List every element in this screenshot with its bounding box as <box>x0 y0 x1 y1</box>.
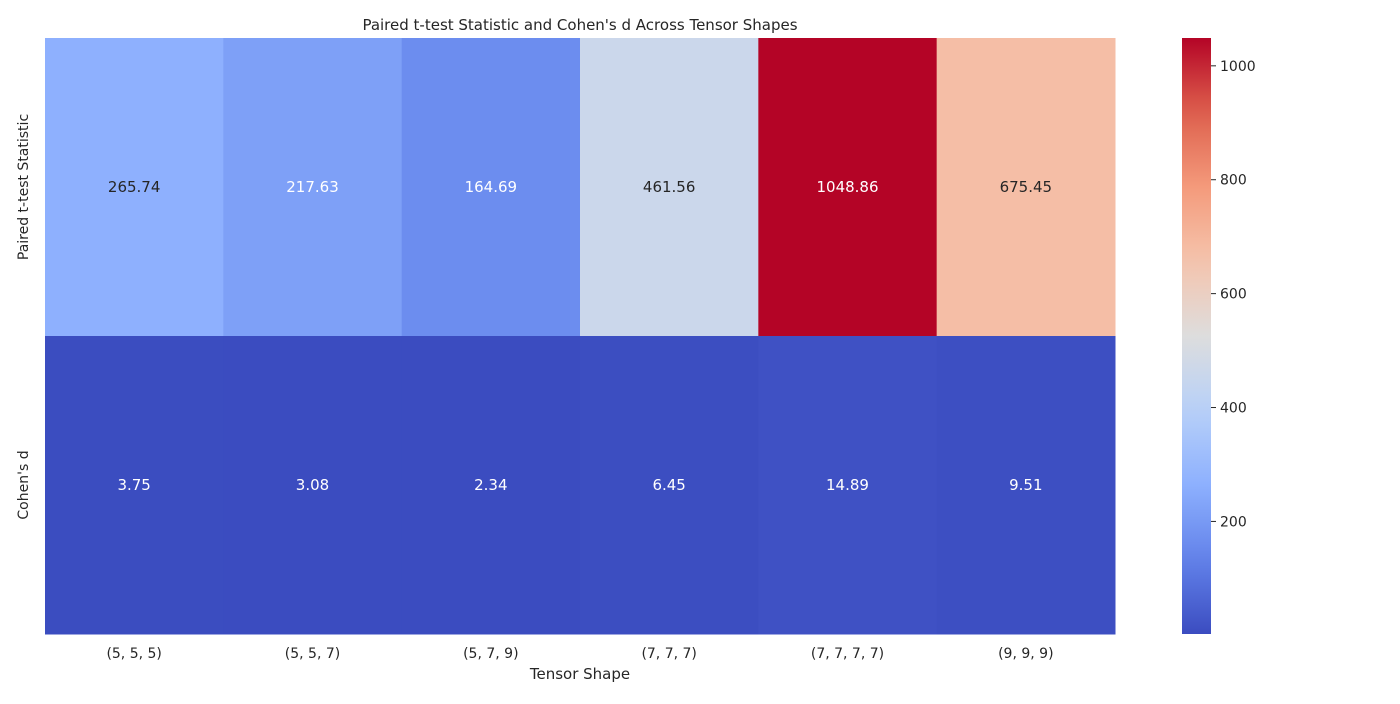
heatmap-cell-label: 164.69 <box>465 178 518 196</box>
heatmap-cell-label: 9.51 <box>1009 476 1042 494</box>
colorbar-tick-label: 400 <box>1220 401 1247 417</box>
heatmap-cell <box>223 336 403 635</box>
heatmap-cell-label: 461.56 <box>643 178 696 196</box>
heatmap-cell <box>45 38 224 337</box>
heatmap-cell-label: 3.75 <box>117 476 150 494</box>
heatmap-cell-label: 265.74 <box>108 178 161 196</box>
heatmap-cell <box>758 336 938 635</box>
heatmap-cell-label: 3.08 <box>296 476 329 494</box>
x-tick-label: (5, 5, 5) <box>106 646 161 662</box>
colorbar-tick-label: 1000 <box>1220 59 1256 75</box>
heatmap-cell-label: 217.63 <box>286 178 339 196</box>
colorbar-tick-label: 800 <box>1220 173 1247 189</box>
heatmap-cell <box>223 38 403 337</box>
heatmap-cell-labels: 265.74 217.63 164.69 461.56 1048.86 675.45 3.7… <box>108 178 1052 494</box>
heatmap-cell-label: 675.45 <box>1000 178 1053 196</box>
heatmap-cell <box>580 336 759 635</box>
heatmap-cell <box>936 336 1116 635</box>
heatmap-cell <box>401 38 581 337</box>
colorbar-tick-label: 200 <box>1220 514 1247 530</box>
y-tick-labels: Paired t-test Statistic Cohen's d <box>16 114 32 520</box>
x-tick-label: (9, 9, 9) <box>998 646 1053 662</box>
heatmap-cell-label: 6.45 <box>652 476 685 494</box>
x-tick-label: (7, 7, 7, 7) <box>811 646 884 662</box>
heatmap-cell <box>580 38 759 337</box>
y-tick-label: Paired t-test Statistic <box>16 114 32 260</box>
heatmap-cell-label: 2.34 <box>474 476 507 494</box>
x-tick-label: (7, 7, 7) <box>641 646 696 662</box>
heatmap-cell-label: 14.89 <box>826 476 869 494</box>
x-axis-label: Tensor Shape <box>529 665 630 683</box>
y-tick-label: Cohen's d <box>16 450 32 519</box>
heatmap-cell <box>45 336 224 635</box>
heatmap-cell <box>401 336 581 635</box>
heatmap-cell-label: 1048.86 <box>816 178 878 196</box>
x-tick-label: (5, 7, 9) <box>463 646 518 662</box>
heatmap-cell <box>936 38 1116 337</box>
x-tick-labels: (5, 5, 5) (5, 5, 7) (5, 7, 9) (7, 7, 7) (7, … <box>106 646 1053 662</box>
colorbar <box>1182 38 1211 634</box>
heatmap-cells <box>45 38 1116 635</box>
chart-title: Paired t-test Statistic and Cohen's d Ac… <box>362 16 797 34</box>
x-tick-label: (5, 5, 7) <box>285 646 340 662</box>
heatmap-cell <box>758 38 938 337</box>
colorbar-ticks: 200 400 600 800 1000 <box>1211 59 1256 530</box>
colorbar-tick-label: 600 <box>1220 287 1247 303</box>
